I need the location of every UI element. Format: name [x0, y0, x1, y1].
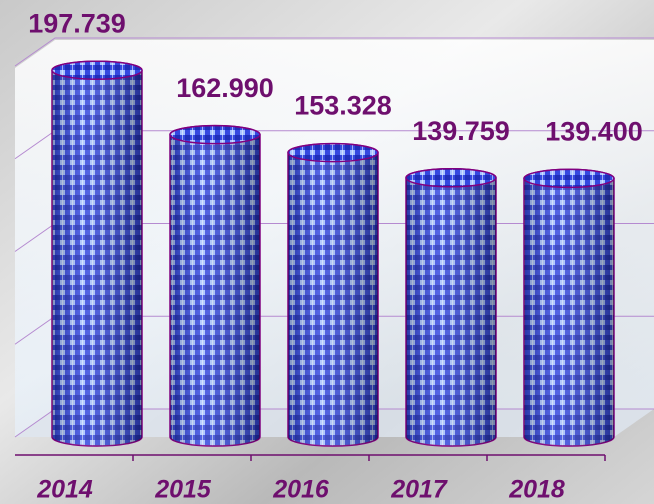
grid-line — [14, 37, 654, 67]
bar — [169, 124, 261, 447]
value-label: 162.990 — [176, 73, 274, 103]
cylinder-top — [169, 124, 261, 145]
cylinder-top — [287, 142, 379, 163]
x-tick-label: 2015 — [154, 476, 212, 504]
cylinder-shade — [524, 169, 614, 446]
bar — [51, 60, 143, 447]
bar — [523, 168, 615, 447]
cylinder-top — [51, 60, 143, 80]
x-tick-label: 2016 — [272, 476, 330, 504]
x-tick-label: 2018 — [508, 476, 565, 504]
value-label: 153.328 — [294, 91, 392, 121]
value-label: 197.739 — [28, 8, 126, 38]
cylinder-shade — [288, 143, 379, 446]
cylinder-top — [523, 168, 615, 189]
value-label: 139.759 — [412, 116, 510, 146]
bar — [405, 167, 497, 447]
bar — [287, 142, 379, 447]
cylinder-top — [405, 167, 497, 188]
value-label: 139.400 — [545, 117, 643, 147]
cylinder-shade — [170, 125, 261, 446]
x-tick-label: 2017 — [390, 476, 448, 504]
cylinder-shade — [52, 61, 142, 446]
x-tick-label: 2014 — [36, 476, 93, 504]
cylinder-shade — [406, 168, 496, 446]
